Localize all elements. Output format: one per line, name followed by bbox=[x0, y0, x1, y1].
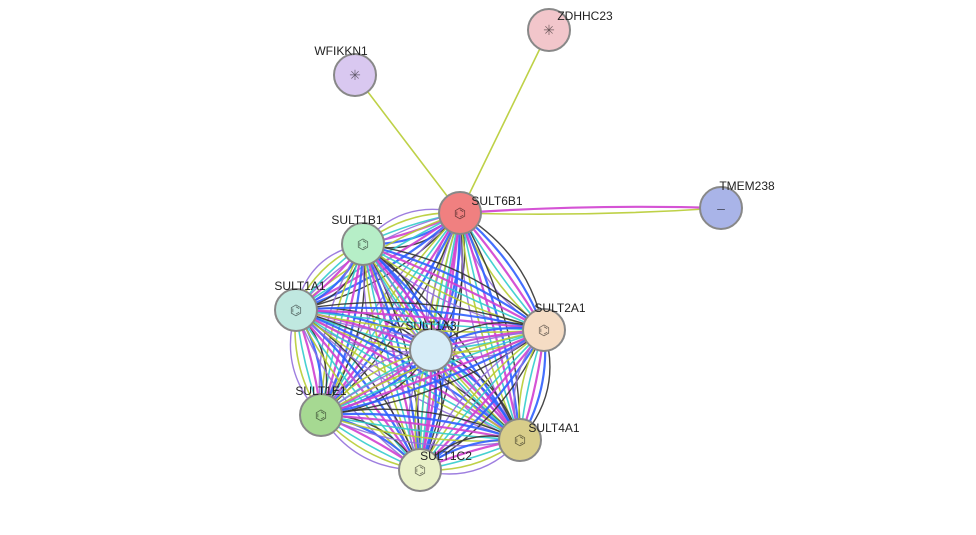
node-sult4a1[interactable]: ⌬ bbox=[498, 418, 542, 462]
node-zdhhc23[interactable]: ✳ bbox=[527, 8, 571, 52]
node-structure-icon: ⌬ bbox=[343, 224, 383, 264]
node-structure-icon: ⌬ bbox=[524, 310, 564, 350]
node-structure-icon: ✳ bbox=[529, 10, 569, 50]
node-structure-icon: ⌬ bbox=[500, 420, 540, 460]
node-glyph: ⌬ bbox=[414, 462, 426, 479]
node-glyph: ✳ bbox=[543, 22, 555, 39]
node-glyph: ⌬ bbox=[315, 407, 327, 424]
node-glyph: ⌬ bbox=[290, 302, 302, 319]
node-structure-icon bbox=[411, 330, 451, 370]
node-tmem238[interactable]: – bbox=[699, 186, 743, 230]
node-glyph: ⌬ bbox=[538, 322, 550, 339]
node-sult1a1[interactable]: ⌬ bbox=[274, 288, 318, 332]
node-glyph: ✳ bbox=[349, 67, 361, 84]
node-wfikkn1[interactable]: ✳ bbox=[333, 53, 377, 97]
edges-layer bbox=[0, 0, 976, 535]
node-structure-icon: ⌬ bbox=[301, 395, 341, 435]
node-sult1b1[interactable]: ⌬ bbox=[341, 222, 385, 266]
node-sult1c2[interactable]: ⌬ bbox=[398, 448, 442, 492]
node-structure-icon: ⌬ bbox=[276, 290, 316, 330]
node-sult2a1[interactable]: ⌬ bbox=[522, 308, 566, 352]
node-glyph: – bbox=[717, 200, 725, 216]
node-structure-icon: ⌬ bbox=[400, 450, 440, 490]
node-glyph: ⌬ bbox=[357, 236, 369, 253]
node-glyph: ⌬ bbox=[514, 432, 526, 449]
node-structure-icon: ⌬ bbox=[440, 193, 480, 233]
node-structure-icon: ✳ bbox=[335, 55, 375, 95]
node-glyph: ⌬ bbox=[454, 205, 466, 222]
node-sult6b1[interactable]: ⌬ bbox=[438, 191, 482, 235]
node-structure-icon: – bbox=[701, 188, 741, 228]
network-graph[interactable]: ⌬SULT6B1⌬SULT1B1⌬SULT1A1SULT1A3⌬SULT2A1⌬… bbox=[0, 0, 976, 535]
node-sult1e1[interactable]: ⌬ bbox=[299, 393, 343, 437]
node-sult1a3[interactable] bbox=[409, 328, 453, 372]
